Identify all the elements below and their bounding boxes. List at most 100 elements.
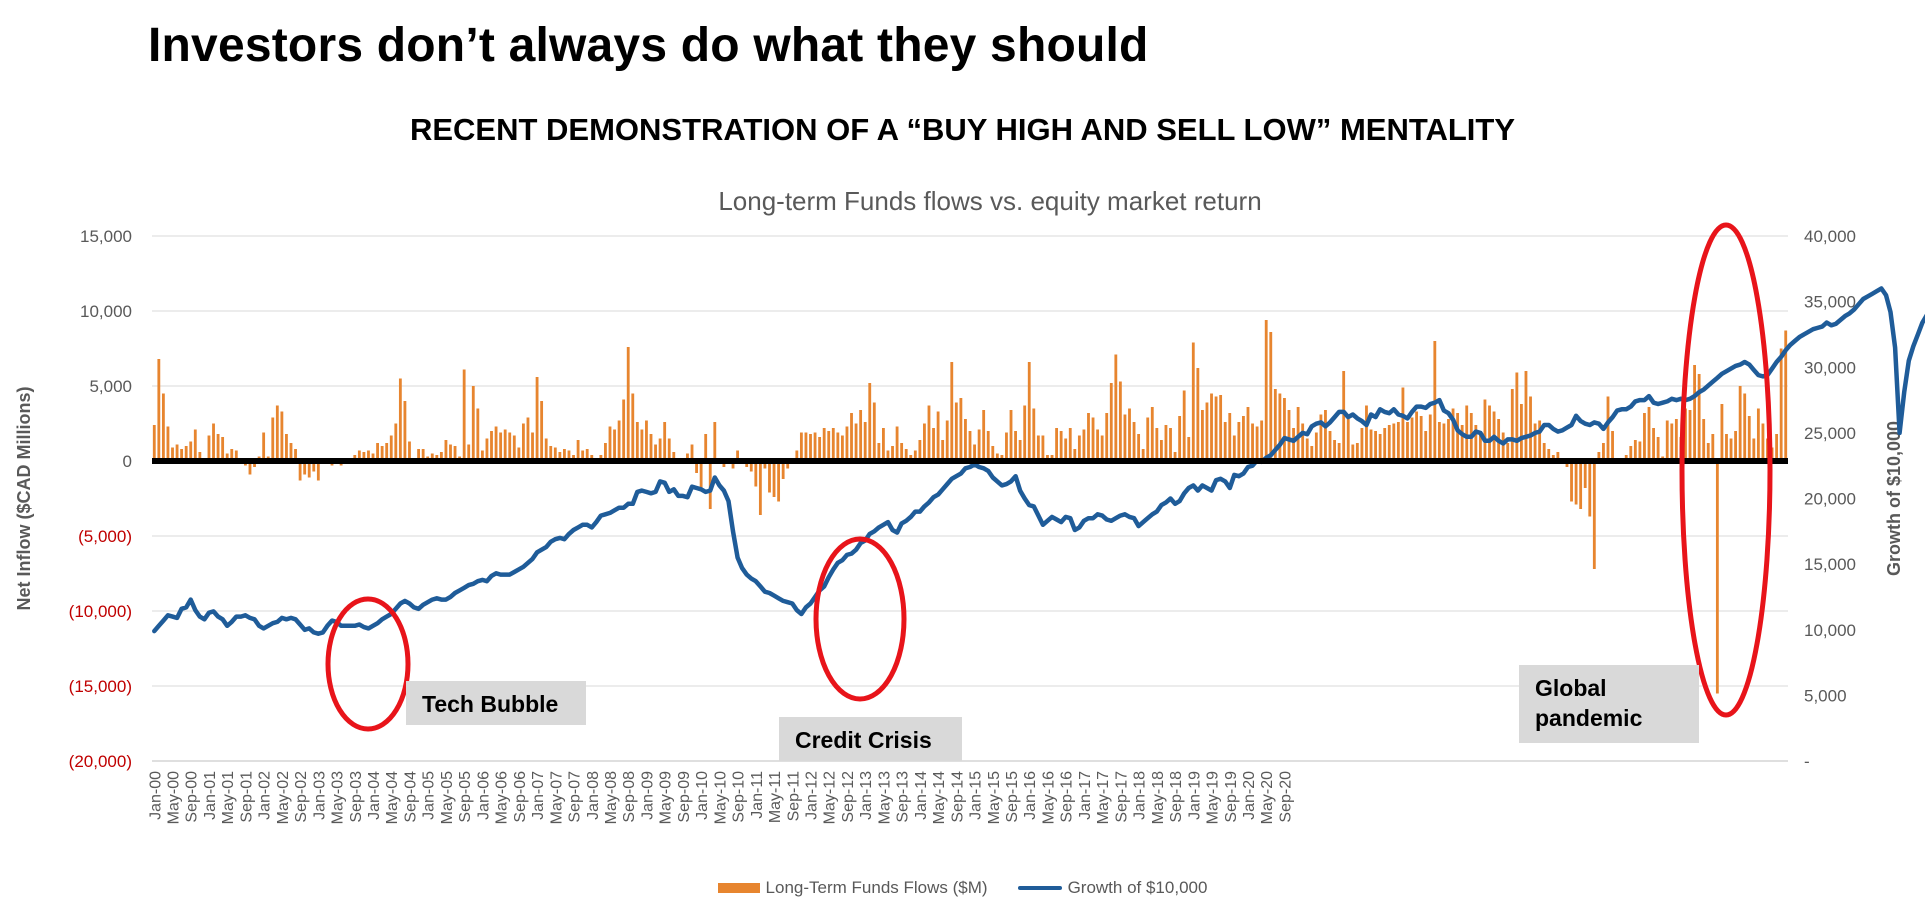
x-tick-label: Jan-19 [1186,771,1203,820]
flow-bar [521,423,525,461]
x-tick-label: Jan-20 [1241,771,1258,820]
pandemic-highlight [1679,222,1773,718]
flow-bar [672,452,676,461]
flow-bar [772,461,776,497]
flow-bar [1014,431,1017,461]
legend-swatch-growth [1017,886,1062,890]
flow-bar [818,437,822,461]
flow-bar [1100,435,1104,461]
x-tick-label: Sep-00 [184,771,201,823]
flow-bar [207,435,211,461]
legend-label-growth: Growth of $10,000 [1067,878,1208,897]
flow-bar [212,423,215,461]
flow-bar [380,446,384,461]
y-tick-right: 40,000 [1804,227,1856,246]
flow-bar [645,420,648,461]
flow-bar [166,426,170,461]
flow-bar [1164,425,1168,461]
x-tick-label: May-02 [275,771,292,824]
flow-bar [1592,461,1596,569]
flow-bar [1506,443,1510,461]
x-tick-label: May-00 [166,771,183,824]
flow-bar [964,419,967,461]
flow-bar [303,461,307,475]
flow-bar [845,426,849,461]
flow-bar [535,377,539,461]
flow-bar [1674,419,1678,461]
x-tick-label: May-13 [876,771,893,824]
chart-title: Long-term Funds flows vs. equity market … [718,186,1261,216]
flow-bar [1715,461,1719,694]
flow-bar [1734,431,1738,461]
flow-bar [385,443,389,461]
flow-bar [1219,395,1223,461]
flow-bar [786,461,790,469]
flow-bar [1515,372,1519,461]
flow-bar [1456,413,1460,461]
credit-crisis-callout-box [779,717,962,761]
credit-crisis-highlight [813,536,907,702]
x-tick-label: Sep-04 [402,771,419,823]
flow-bar [1720,404,1724,461]
flow-bar [544,438,548,461]
y-tick-left: (15,000) [69,677,132,696]
x-tick-label: May-11 [767,771,784,823]
flow-bar [1743,393,1747,461]
x-tick-label: Sep-16 [1059,771,1076,823]
flow-bar [1205,402,1209,461]
flow-bar [275,405,279,461]
flow-bar [649,434,653,461]
x-tick-label: May-05 [439,771,456,824]
legend-item-growth: Growth of $10,000 [1017,878,1208,898]
flow-bar [995,453,999,461]
x-tick-label: Jan-03 [311,771,328,820]
flow-bar [904,449,908,461]
flow-bar [1424,431,1428,461]
flow-bar [736,450,740,461]
flow-bar [977,429,981,461]
x-tick-label: Sep-12 [840,771,857,823]
flow-bar [171,447,174,461]
x-tick-label: Jan-13 [858,771,875,820]
flow-bar [1556,452,1560,461]
flow-bar [439,452,443,461]
flow-bar [918,440,922,461]
flow-bar [936,411,940,461]
flow-bar [1406,422,1409,461]
flow-bar [1652,428,1655,461]
flow-bar [417,449,421,461]
flow-bar [1301,423,1305,461]
y-tick-right: 15,000 [1804,555,1856,574]
flow-bar [1702,419,1706,461]
flow-bar [1187,437,1191,461]
global-pandemic-label-line: Global [1535,675,1607,701]
flow-bar [312,461,316,472]
x-tick-label: May-08 [603,771,620,824]
flow-bar [1583,461,1587,488]
flow-bar [1747,416,1751,461]
x-tick-label: Jan-09 [639,771,656,820]
flow-bar [886,450,890,461]
x-tick-label: Sep-11 [785,771,802,822]
credit-crisis-label: Credit Crisis [795,727,932,753]
flow-bar [704,434,708,461]
flow-bar [567,450,571,461]
flow-bar [184,446,188,461]
x-tick-label: Sep-06 [512,771,529,823]
flow-bar [193,429,197,461]
flow-bar [777,461,781,502]
flow-bar [1419,416,1423,461]
flow-bar [1105,413,1109,461]
flow-bar [1374,431,1377,461]
flow-bar [298,461,302,481]
flow-bar [1346,419,1350,461]
x-tick-label: May-17 [1095,771,1112,824]
flow-bar [1784,330,1788,461]
flow-bar [1447,419,1450,461]
flow-bar [1064,438,1068,461]
flow-bar [1018,440,1022,461]
flow-bar [1228,413,1232,461]
x-tick-label: Jan-04 [366,771,383,820]
flow-bar [467,444,471,461]
flow-bar [1547,449,1551,461]
